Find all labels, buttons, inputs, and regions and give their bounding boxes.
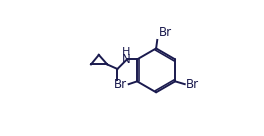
Text: N: N <box>122 53 130 66</box>
Text: H: H <box>122 47 130 57</box>
Text: Br: Br <box>114 78 127 91</box>
Text: Br: Br <box>159 26 172 39</box>
Text: Br: Br <box>186 78 199 91</box>
